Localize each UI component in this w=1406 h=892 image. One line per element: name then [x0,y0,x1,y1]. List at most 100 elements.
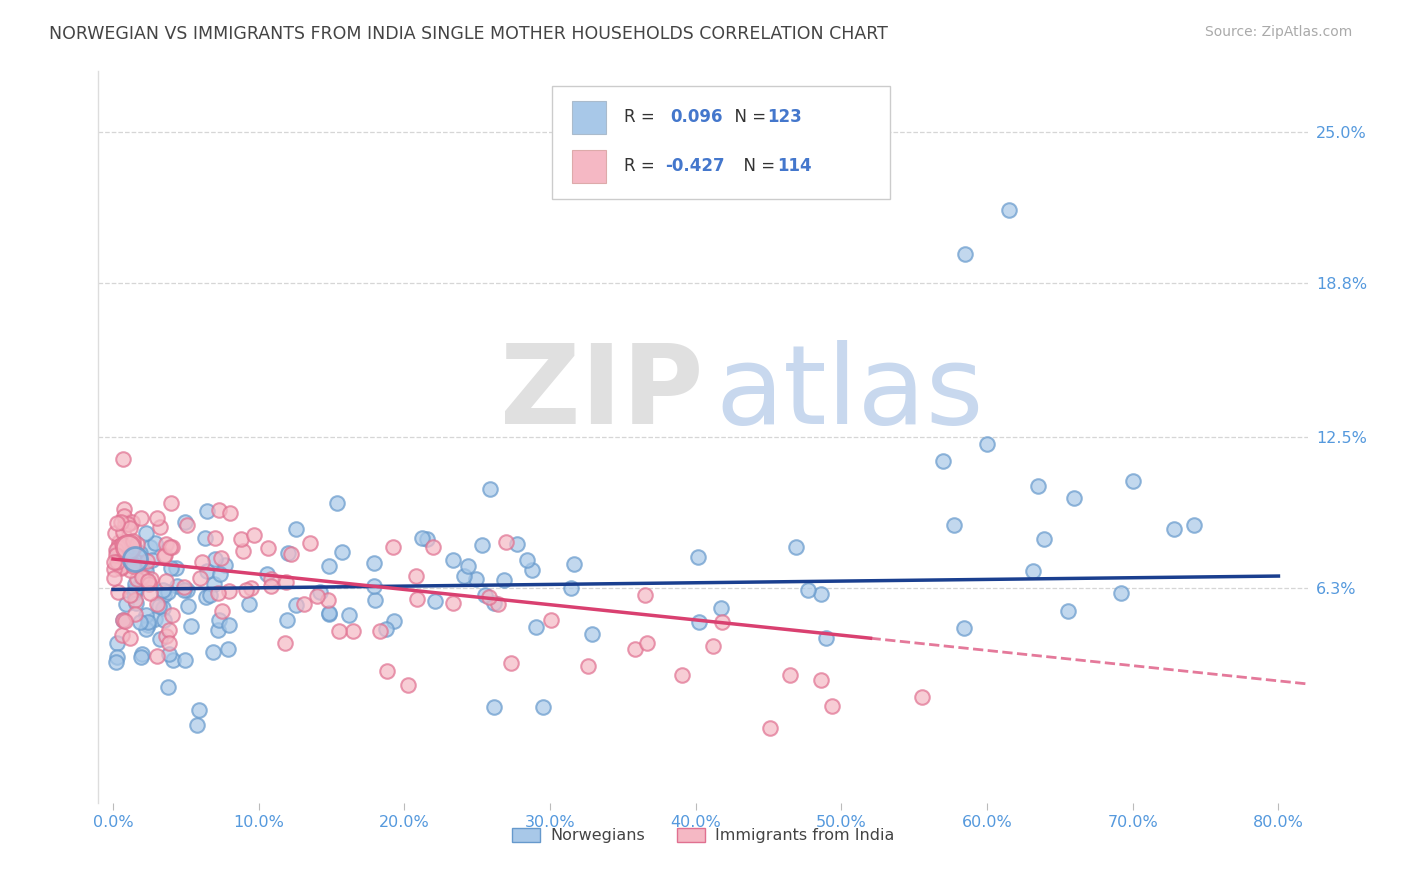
Point [129,576,152,591]
Point [115,549,138,563]
Point [238,597,260,611]
Point [636,636,658,650]
Point [152,583,174,598]
Point [139,572,162,586]
Point [207,585,229,599]
Point [520,563,543,577]
Point [309,585,332,599]
Point [209,550,232,565]
Point [576,659,599,673]
Point [152,549,174,563]
Point [208,502,231,516]
Point [195,565,218,579]
Point [1182,518,1205,533]
Point [562,557,585,571]
Point [105,655,128,669]
Point [441,553,464,567]
Point [146,510,169,524]
Point [160,607,183,622]
Point [186,717,208,731]
Point [131,648,153,662]
Text: 114: 114 [776,158,811,176]
Point [486,597,509,611]
Point [117,540,139,554]
Point [111,525,134,540]
Point [135,564,157,578]
Point [124,585,146,599]
Point [111,452,134,467]
Point [235,583,257,598]
Point [157,647,180,661]
Point [125,596,148,610]
Point [276,613,298,627]
Point [284,598,307,612]
Point [135,622,157,636]
Point [124,607,146,622]
FancyBboxPatch shape [551,86,890,200]
Point [149,632,172,646]
Point [337,607,360,622]
Point [176,518,198,533]
Point [998,203,1021,218]
Point [710,600,733,615]
Point [143,612,166,626]
Point [105,650,128,665]
Point [124,582,146,596]
Point [129,650,152,665]
Point [211,604,233,618]
Point [471,538,494,552]
Point [457,559,479,574]
Point [138,577,160,591]
Point [111,628,134,642]
Point [165,561,187,575]
Point [492,573,515,587]
Point [146,648,169,663]
Point [214,558,236,573]
Point [276,574,298,589]
Point [363,556,385,570]
Point [105,548,128,562]
Point [129,615,152,629]
Point [141,553,163,567]
Point [105,555,128,569]
Text: Source: ZipAtlas.com: Source: ZipAtlas.com [1205,25,1353,39]
Point [103,561,125,575]
Point [277,546,299,560]
Point [285,522,308,536]
Point [134,560,156,574]
Point [688,615,710,630]
Text: atlas: atlas [716,340,984,447]
Point [634,589,657,603]
Point [342,624,364,638]
Point [814,631,837,645]
Text: N =: N = [724,108,770,126]
Point [118,521,141,535]
Point [501,656,523,670]
Point [180,619,202,633]
Point [318,607,340,621]
Point [195,504,218,518]
Point [478,482,501,496]
Point [398,678,420,692]
Point [107,549,129,563]
Point [441,596,464,610]
Point [143,535,166,549]
Point [624,641,647,656]
Point [1063,491,1085,505]
Point [124,593,146,607]
Point [330,545,353,559]
Point [131,570,153,584]
Point [207,613,229,627]
Point [198,588,221,602]
Point [976,437,998,451]
Point [1163,522,1185,536]
Point [202,645,225,659]
Point [139,585,162,599]
Point [474,588,496,602]
Point [124,554,146,568]
Point [155,537,177,551]
Text: N =: N = [734,158,780,176]
Point [162,653,184,667]
Point [108,558,131,572]
Point [405,569,427,583]
